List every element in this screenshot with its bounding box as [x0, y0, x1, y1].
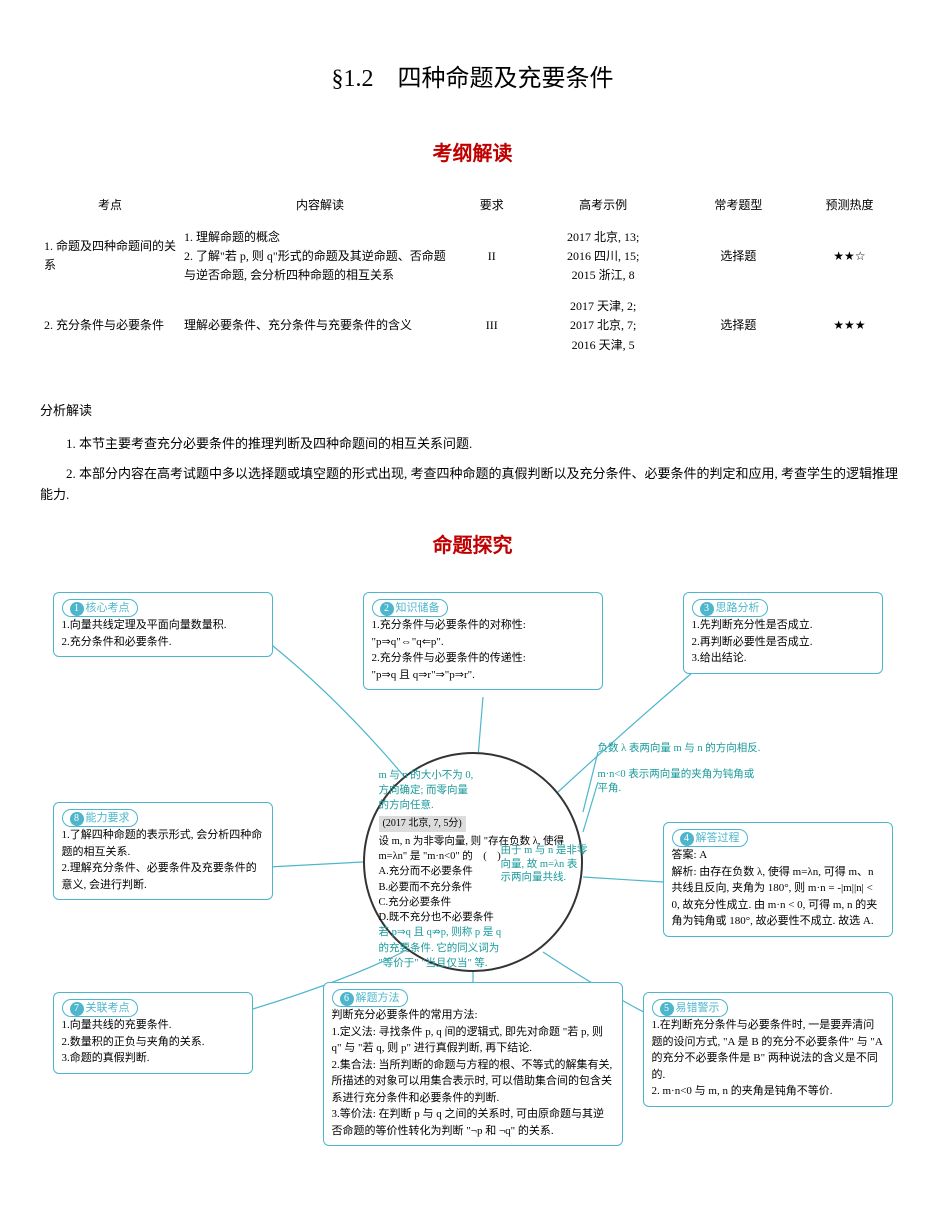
section-explore-title: 命题探究 — [40, 530, 905, 562]
cell-req: II — [460, 222, 523, 292]
th-examples: 高考示例 — [523, 190, 682, 221]
node-methods: 6解题方法判断充分必要条件的常用方法:1.定义法: 寻找条件 p, q 间的逻辑… — [323, 982, 623, 1147]
th-content: 内容解读 — [180, 190, 460, 221]
cell-topic: 1. 命题及四种命题间的关系 — [40, 222, 180, 292]
cell-heat: ★★★ — [794, 291, 905, 361]
page-title: §1.2 四种命题及充要条件 — [40, 60, 905, 98]
annotation: 负数 λ 表两向量 m 与 n 的方向相反. — [598, 742, 761, 756]
node-knowledge: 2知识储备1.充分条件与必要条件的对称性: "p⇒q"⇔"q⇐p".2.充分条件… — [363, 592, 603, 691]
th-req: 要求 — [460, 190, 523, 221]
node-related: 7关联考点1.向量共线的充要条件.2.数量积的正负与夹角的关系.3.命题的真假判… — [53, 992, 253, 1074]
cell-qtype: 选择题 — [683, 291, 794, 361]
annotation: m·n<0 表示两向量的夹角为钝角或 平角. — [598, 768, 755, 795]
node-pitfalls: 5易错警示1.在判断充分条件与必要条件时, 一是要弄清问题的设问方式, "A 是… — [643, 992, 893, 1107]
analysis-line: 1. 本节主要考查充分必要条件的推理判断及四种命题间的相互关系问题. — [40, 434, 905, 455]
cell-content: 1. 理解命题的概念 2. 了解"若 p, 则 q"形式的命题及其逆命题、否命题… — [180, 222, 460, 292]
analysis-line: 2. 本部分内容在高考试题中多以选择题或填空题的形式出现, 考查四种命题的真假判… — [40, 464, 905, 506]
mindmap: 1核心考点1.向量共线定理及平面向量数量积.2.充分条件和必要条件. 2知识储备… — [43, 582, 903, 1142]
th-heat: 预测热度 — [794, 190, 905, 221]
cell-content: 理解必要条件、充分条件与充要条件的含义 — [180, 291, 460, 361]
cell-req: III — [460, 291, 523, 361]
analysis-heading: 分析解读 — [40, 401, 905, 422]
node-ability: 8能力要求1.了解四种命题的表示形式, 会分析四种命题的相互关系.2.理解充分条… — [53, 802, 273, 901]
section-syllabus-title: 考纲解读 — [40, 138, 905, 170]
node-thought: 3思路分析1.先判断充分性是否成立.2.再判断必要性是否成立.3.给出结论. — [683, 592, 883, 674]
th-qtype: 常考题型 — [683, 190, 794, 221]
annotation: 由于 m 与 n 是非零 向量, 故 m=λn 表 示两向量共线. — [501, 844, 588, 885]
analysis-block: 分析解读 1. 本节主要考查充分必要条件的推理判断及四种命题间的相互关系问题. … — [40, 401, 905, 506]
cell-examples: 2017 北京, 13; 2016 四川, 15; 2015 浙江, 8 — [523, 222, 682, 292]
cell-qtype: 选择题 — [683, 222, 794, 292]
table-row: 2. 充分条件与必要条件 理解必要条件、充分条件与充要条件的含义 III 201… — [40, 291, 905, 361]
syllabus-table: 考点 内容解读 要求 高考示例 常考题型 预测热度 1. 命题及四种命题间的关系… — [40, 190, 905, 360]
cell-heat: ★★☆ — [794, 222, 905, 292]
node-solution-process: 4解答过程答案: A解析: 由存在负数 λ, 使得 m=λn, 可得 m、n 共… — [663, 822, 893, 937]
cell-examples: 2017 天津, 2; 2017 北京, 7; 2016 天津, 5 — [523, 291, 682, 361]
table-row: 1. 命题及四种命题间的关系 1. 理解命题的概念 2. 了解"若 p, 则 q… — [40, 222, 905, 292]
th-topic: 考点 — [40, 190, 180, 221]
node-core-points: 1核心考点1.向量共线定理及平面向量数量积.2.充分条件和必要条件. — [53, 592, 273, 658]
table-header-row: 考点 内容解读 要求 高考示例 常考题型 预测热度 — [40, 190, 905, 221]
cell-topic: 2. 充分条件与必要条件 — [40, 291, 180, 361]
